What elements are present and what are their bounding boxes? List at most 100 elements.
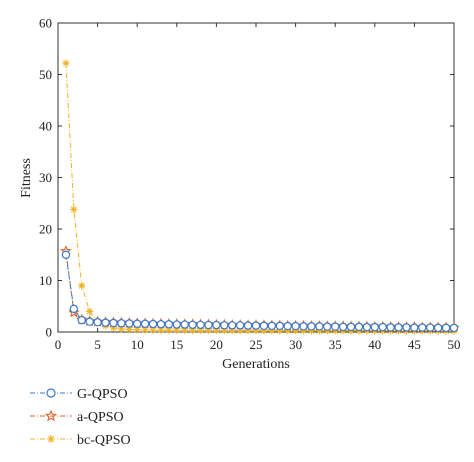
data-point: [378, 322, 387, 332]
data-point: [156, 320, 166, 329]
data-point: [260, 327, 268, 335]
data-point: [180, 320, 189, 329]
data-point: [370, 322, 379, 332]
data-point: [307, 327, 316, 335]
legend-item: a-QPSO: [30, 409, 124, 425]
data-point: [299, 322, 308, 331]
data-point: [228, 326, 236, 335]
data-point: [307, 322, 316, 331]
data-point: [338, 322, 348, 332]
data-point: [267, 321, 277, 331]
plot-frame: [57, 22, 455, 333]
data-point: [69, 304, 79, 314]
data-point: [148, 319, 158, 329]
data-point: [117, 319, 126, 328]
y-tick-label: 10: [39, 273, 52, 288]
data-point: [204, 320, 213, 330]
y-tick-label: 60: [39, 16, 52, 31]
data-point: [362, 322, 372, 332]
data-point: [259, 321, 269, 331]
data-point: [62, 59, 70, 67]
x-tick-label: 45: [408, 337, 421, 352]
data-point: [354, 322, 364, 332]
data-point: [61, 250, 71, 259]
data-point: [44, 409, 58, 422]
data-point: [117, 325, 125, 333]
data-point: [441, 323, 451, 333]
data-point: [133, 326, 141, 334]
data-point: [204, 326, 213, 335]
data-point: [236, 326, 244, 335]
data-point: [149, 326, 157, 334]
data-point: [70, 205, 78, 214]
data-point: [243, 321, 253, 330]
data-point: [173, 326, 181, 334]
data-point: [449, 323, 459, 333]
data-point: [228, 321, 237, 330]
data-point: [291, 321, 300, 331]
data-point: [251, 321, 261, 330]
data-point: [426, 323, 435, 332]
data-point: [244, 326, 252, 335]
data-point: [299, 327, 308, 335]
x-axis-title: Generations: [222, 357, 290, 372]
series-line: [65, 254, 454, 329]
data-point: [235, 321, 245, 330]
data-point: [86, 307, 94, 315]
data-point: [418, 323, 427, 332]
data-point: [46, 388, 56, 398]
series-a-QPSO: [60, 245, 460, 333]
data-point: [410, 323, 419, 332]
y-tick-label: 50: [39, 67, 52, 82]
data-point: [394, 323, 403, 332]
x-tick-label: 35: [329, 337, 342, 352]
data-point: [164, 320, 174, 329]
y-tick-label: 40: [39, 119, 52, 134]
data-point: [181, 326, 189, 334]
legend-label: bc-QPSO: [77, 433, 131, 448]
data-point: [433, 323, 443, 333]
x-tick-label: 50: [448, 337, 461, 352]
legend-label: G-QPSO: [77, 387, 128, 402]
data-point: [220, 326, 228, 335]
data-point: [402, 323, 411, 332]
series-line: [65, 251, 455, 329]
data-point: [220, 321, 229, 330]
data-point: [157, 326, 165, 334]
series-bc-QPSO: [62, 59, 458, 335]
x-tick-label: 20: [210, 337, 223, 352]
series-line: [65, 63, 454, 332]
data-point: [275, 321, 284, 331]
y-tick-label: 20: [39, 222, 52, 237]
data-point: [196, 320, 205, 329]
series-G-QPSO: [61, 250, 459, 333]
data-point: [283, 321, 292, 331]
data-point: [109, 318, 118, 328]
x-tick-label: 5: [94, 337, 101, 352]
data-point: [284, 327, 292, 335]
data-point: [85, 317, 94, 326]
data-point: [323, 322, 332, 331]
data-point: [331, 327, 339, 335]
data-point: [132, 319, 142, 328]
data-point: [346, 322, 356, 332]
series-layer: [60, 59, 460, 335]
legend-item: bc-QPSO: [30, 433, 131, 448]
data-point: [188, 320, 197, 329]
data-point: [196, 326, 205, 334]
x-axis-ticks: 0 5 10 15 20 25 30 35 40 45 50: [55, 23, 461, 352]
legend: G-QPSO a-QPSO bc-QPSO: [30, 387, 131, 448]
data-point: [140, 319, 150, 328]
data-point: [189, 326, 197, 334]
data-point: [101, 318, 110, 327]
data-point: [315, 327, 323, 335]
y-tick-label: 0: [46, 325, 53, 340]
data-point: [172, 320, 181, 329]
x-tick-label: 25: [250, 337, 263, 352]
x-tick-label: 15: [170, 337, 183, 352]
data-point: [268, 327, 276, 335]
data-point: [315, 322, 324, 331]
data-point: [212, 320, 221, 330]
data-point: [252, 327, 260, 335]
data-point: [386, 323, 395, 332]
